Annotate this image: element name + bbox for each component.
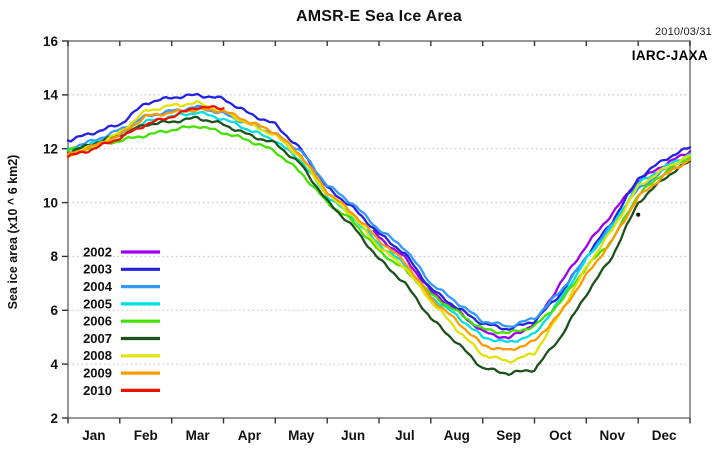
series-line-2008 bbox=[66, 99, 692, 364]
legend-label-2005: 2005 bbox=[83, 296, 112, 311]
series-line-2007 bbox=[66, 115, 692, 377]
series-line-2005 bbox=[66, 110, 692, 343]
month-label-dec: Dec bbox=[652, 428, 677, 443]
series-line-2009 bbox=[66, 107, 692, 352]
series-line-2010 bbox=[66, 105, 225, 158]
month-label-mar: Mar bbox=[186, 428, 211, 443]
month-label-sep: Sep bbox=[496, 428, 521, 443]
y-tick-label-14: 14 bbox=[43, 88, 59, 103]
y-tick-label-12: 12 bbox=[43, 142, 58, 157]
y-tick-label-2: 2 bbox=[50, 411, 58, 426]
month-label-oct: Oct bbox=[549, 428, 572, 443]
stray-dot-artifact bbox=[636, 212, 641, 217]
legend-label-2010: 2010 bbox=[83, 383, 112, 398]
series-line-2004 bbox=[66, 104, 692, 328]
legend-label-2003: 2003 bbox=[83, 262, 112, 277]
y-tick-label-6: 6 bbox=[50, 303, 58, 318]
source-label: IARC-JAXA bbox=[631, 48, 708, 63]
legend-label-2007: 2007 bbox=[83, 331, 112, 346]
series-line-2003 bbox=[66, 92, 692, 331]
month-label-aug: Aug bbox=[444, 428, 470, 443]
y-tick-label-10: 10 bbox=[43, 195, 58, 210]
month-label-may: May bbox=[288, 428, 315, 443]
month-label-jun: Jun bbox=[341, 428, 365, 443]
month-label-jan: Jan bbox=[82, 428, 105, 443]
legend-label-2009: 2009 bbox=[83, 366, 112, 381]
month-label-feb: Feb bbox=[134, 428, 158, 443]
legend-label-2004: 2004 bbox=[83, 279, 113, 294]
y-axis-label: Sea ice area (x10 ^ 6 km2) bbox=[6, 155, 20, 310]
y-tick-label-8: 8 bbox=[50, 249, 58, 264]
chart-title: AMSR-E Sea Ice Area bbox=[296, 8, 462, 25]
month-label-nov: Nov bbox=[600, 428, 626, 443]
month-label-jul: Jul bbox=[395, 428, 415, 443]
y-tick-label-16: 16 bbox=[43, 34, 59, 49]
month-label-apr: Apr bbox=[238, 428, 262, 443]
legend-label-2002: 2002 bbox=[83, 244, 112, 259]
legend-label-2008: 2008 bbox=[83, 348, 112, 363]
y-tick-label-4: 4 bbox=[50, 357, 58, 372]
date-annotation: 2010/03/31 bbox=[654, 26, 712, 38]
legend-label-2006: 2006 bbox=[83, 314, 112, 329]
